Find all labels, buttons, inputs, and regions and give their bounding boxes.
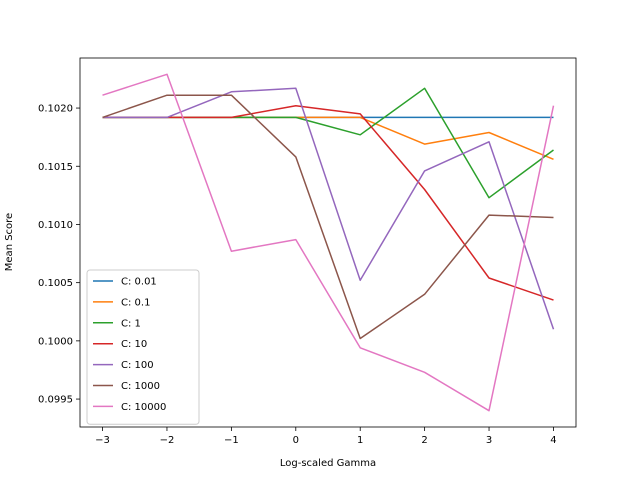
legend-box — [86, 269, 200, 425]
legend-label-1: C: 0.1 — [121, 297, 150, 308]
y-axis-label: Mean Score — [4, 213, 15, 271]
legend-label-6: C: 10000 — [121, 402, 166, 413]
y-tick-label: 0.1010 — [38, 220, 73, 231]
legend-label-4: C: 100 — [121, 360, 154, 371]
series-line-3 — [102, 104, 554, 301]
legend-label-5: C: 1000 — [121, 381, 160, 392]
y-tick-label: 0.1015 — [38, 162, 73, 173]
x-axis-label: Log-scaled Gamma — [280, 458, 376, 469]
x-tick-label: −1 — [224, 435, 239, 446]
y-tick-label: 0.0995 — [38, 395, 73, 406]
series-line-5 — [102, 94, 554, 340]
y-tick-label: 0.1000 — [38, 336, 73, 347]
legend-label-2: C: 1 — [121, 318, 141, 329]
legend-label-3: C: 10 — [121, 339, 147, 350]
legend-label-0: C: 0.01 — [121, 277, 157, 288]
legend: C: 0.01 C: 0.1 C: 1 C: 10 C: 100 C: 1000 C: 10… — [86, 269, 200, 425]
y-axis-ticks: 0.0995 0.1000 0.1005 0.1010 0.1015 0.1020 — [38, 104, 80, 406]
series-line-4 — [102, 87, 555, 330]
x-tick-label: 4 — [550, 435, 556, 446]
x-tick-label: 3 — [486, 435, 492, 446]
x-tick-label: 1 — [357, 435, 363, 446]
x-tick-label: −3 — [95, 435, 110, 446]
plot-frame — [79, 57, 577, 428]
y-tick-label: 0.1005 — [38, 278, 73, 289]
x-tick-label: 2 — [421, 435, 427, 446]
series-line-6 — [102, 73, 555, 412]
x-tick-label: 0 — [293, 435, 299, 446]
y-tick-label: 0.1020 — [38, 104, 73, 115]
x-axis-ticks: −3 −2 −1 0 1 2 3 4 — [95, 427, 557, 446]
x-tick-label: −2 — [160, 435, 175, 446]
